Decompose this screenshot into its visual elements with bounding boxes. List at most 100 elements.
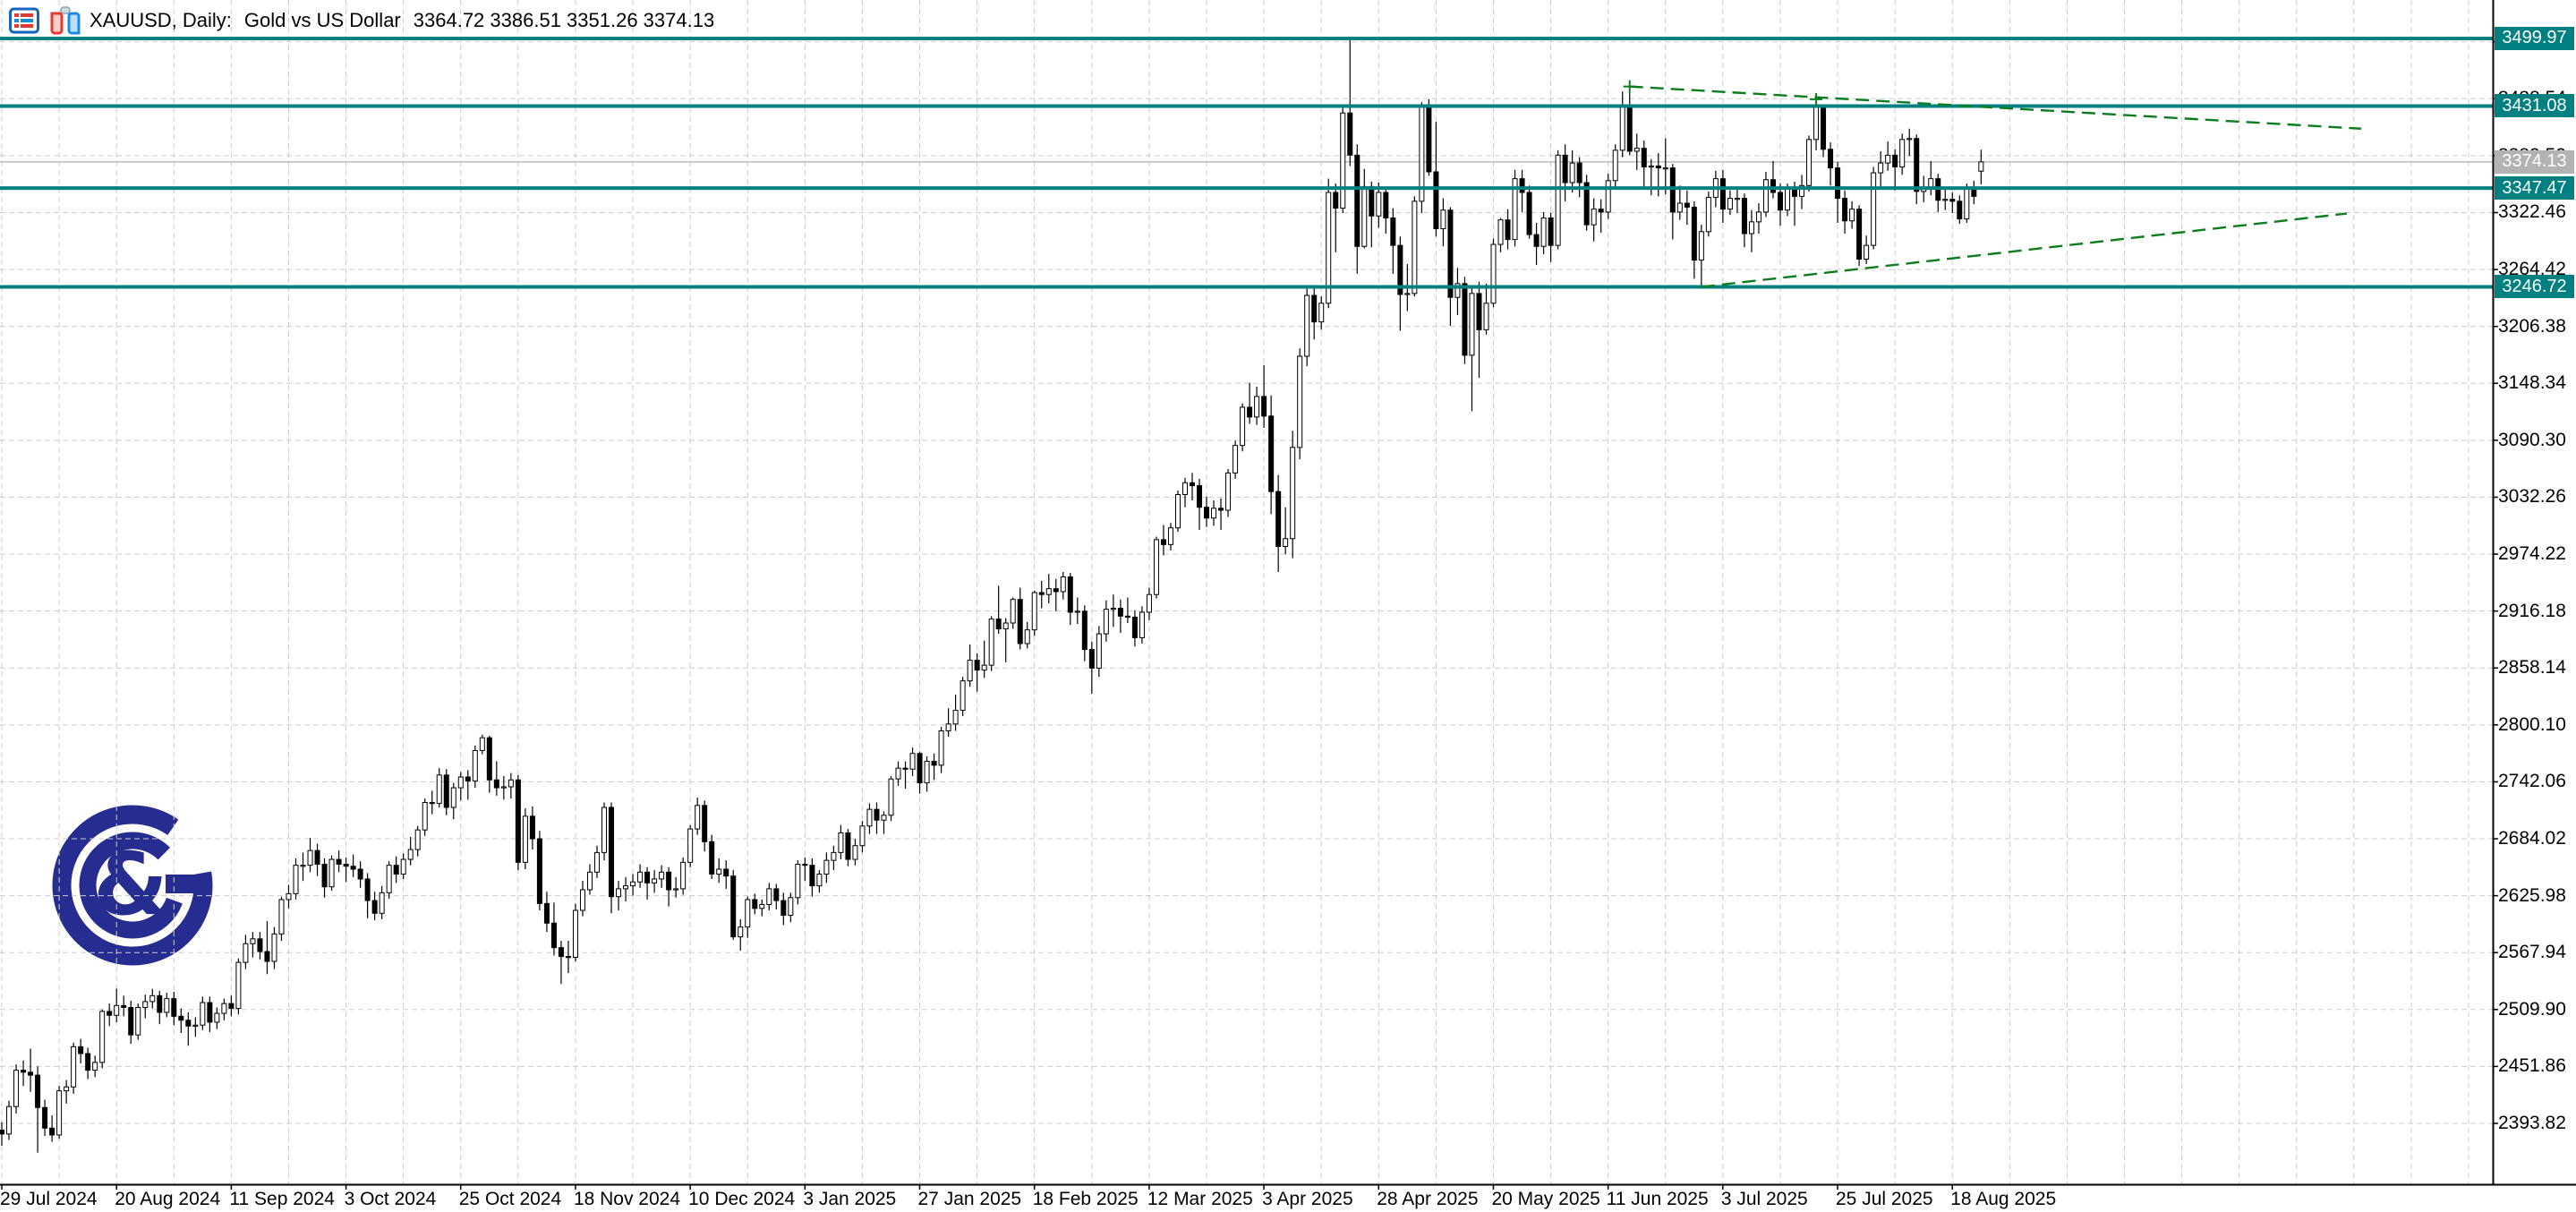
- candle-body: [1828, 149, 1834, 169]
- candle-body: [1562, 154, 1568, 184]
- candle: [1167, 523, 1173, 551]
- candle: [321, 858, 328, 898]
- candle-body: [1002, 622, 1009, 630]
- candle-body: [766, 888, 772, 905]
- candle: [809, 858, 815, 897]
- candle: [314, 843, 320, 876]
- candle: [680, 857, 687, 895]
- candle-body: [243, 943, 249, 963]
- candle: [716, 858, 722, 883]
- candle: [364, 873, 371, 918]
- candle: [874, 802, 880, 834]
- candle: [1612, 144, 1618, 189]
- candle: [450, 782, 456, 820]
- candle-body: [35, 1074, 41, 1108]
- candle: [1583, 175, 1590, 231]
- candle-body: [1096, 633, 1102, 669]
- candle: [1957, 195, 1963, 225]
- candle: [479, 734, 485, 755]
- candle-body: [917, 753, 923, 784]
- candle-body: [995, 619, 1002, 630]
- candle: [652, 870, 658, 893]
- candle: [1347, 38, 1353, 166]
- candle-body: [652, 878, 658, 883]
- trendline-handle[interactable]: [1623, 80, 1636, 93]
- one-click-trading-icon[interactable]: [48, 6, 82, 35]
- candle: [235, 958, 242, 1015]
- candle: [135, 1003, 141, 1040]
- candle: [902, 761, 908, 790]
- candle: [1648, 158, 1654, 196]
- candle: [393, 856, 399, 883]
- candle-body: [235, 961, 242, 1010]
- candle: [264, 921, 270, 975]
- candle: [1117, 599, 1123, 633]
- candle: [852, 839, 858, 866]
- ascending-trendline[interactable]: [1701, 212, 2348, 288]
- candle-body: [1655, 165, 1661, 169]
- candle: [823, 852, 830, 883]
- candle: [1719, 169, 1726, 223]
- candle: [149, 988, 156, 1009]
- candle: [1426, 98, 1432, 176]
- trendline-handle[interactable]: [1810, 92, 1823, 106]
- candle: [1949, 192, 1956, 213]
- candle: [1777, 184, 1783, 226]
- candle-body: [1383, 192, 1389, 218]
- candle-body: [250, 938, 256, 944]
- candle-body: [192, 1024, 199, 1027]
- candle: [1326, 178, 1332, 309]
- logo-outer-arc: [52, 805, 213, 966]
- candle-body: [1038, 592, 1045, 595]
- candle-body: [135, 1007, 141, 1036]
- candle: [71, 1042, 77, 1094]
- candle: [1835, 162, 1841, 223]
- candle-body: [0, 1129, 5, 1135]
- candle-body: [938, 730, 944, 766]
- candle: [0, 1122, 5, 1146]
- candle: [802, 857, 808, 882]
- candle-body: [716, 868, 722, 875]
- candle: [1318, 296, 1325, 330]
- candle: [1598, 199, 1604, 233]
- candle-body: [1505, 219, 1511, 241]
- candle-body: [1218, 508, 1224, 511]
- candle: [831, 845, 837, 871]
- candle: [788, 892, 794, 923]
- candle-body: [752, 899, 758, 909]
- candle: [13, 1064, 20, 1114]
- candle: [1483, 283, 1489, 335]
- candle: [1283, 507, 1289, 555]
- candle-body: [264, 951, 270, 962]
- candle-body: [1821, 107, 1827, 150]
- candle: [780, 892, 787, 926]
- candle: [142, 994, 149, 1019]
- candle: [1641, 140, 1647, 189]
- candle-body: [228, 1003, 235, 1010]
- candle: [1254, 386, 1260, 425]
- candle: [35, 1066, 41, 1153]
- candle-body: [1088, 649, 1095, 669]
- candle-body: [1892, 154, 1898, 167]
- candle-body: [1856, 209, 1863, 260]
- candle-body: [738, 926, 744, 938]
- candle: [795, 860, 801, 905]
- candle: [78, 1038, 84, 1063]
- market-watch-icon[interactable]: [9, 6, 41, 35]
- candle-body: [1361, 185, 1368, 247]
- candle: [121, 995, 127, 1017]
- candle-body: [1684, 202, 1690, 208]
- candle: [659, 865, 665, 888]
- candle-body: [28, 1071, 34, 1076]
- candle: [1569, 149, 1575, 192]
- candle: [114, 988, 120, 1022]
- candle-body: [1131, 616, 1138, 638]
- candle-body: [859, 825, 866, 847]
- candle: [278, 896, 285, 941]
- candle-body: [1698, 231, 1704, 261]
- candle-body: [343, 864, 349, 867]
- candle-body: [1497, 219, 1504, 245]
- candle: [1942, 188, 1949, 210]
- candle-body: [881, 815, 887, 821]
